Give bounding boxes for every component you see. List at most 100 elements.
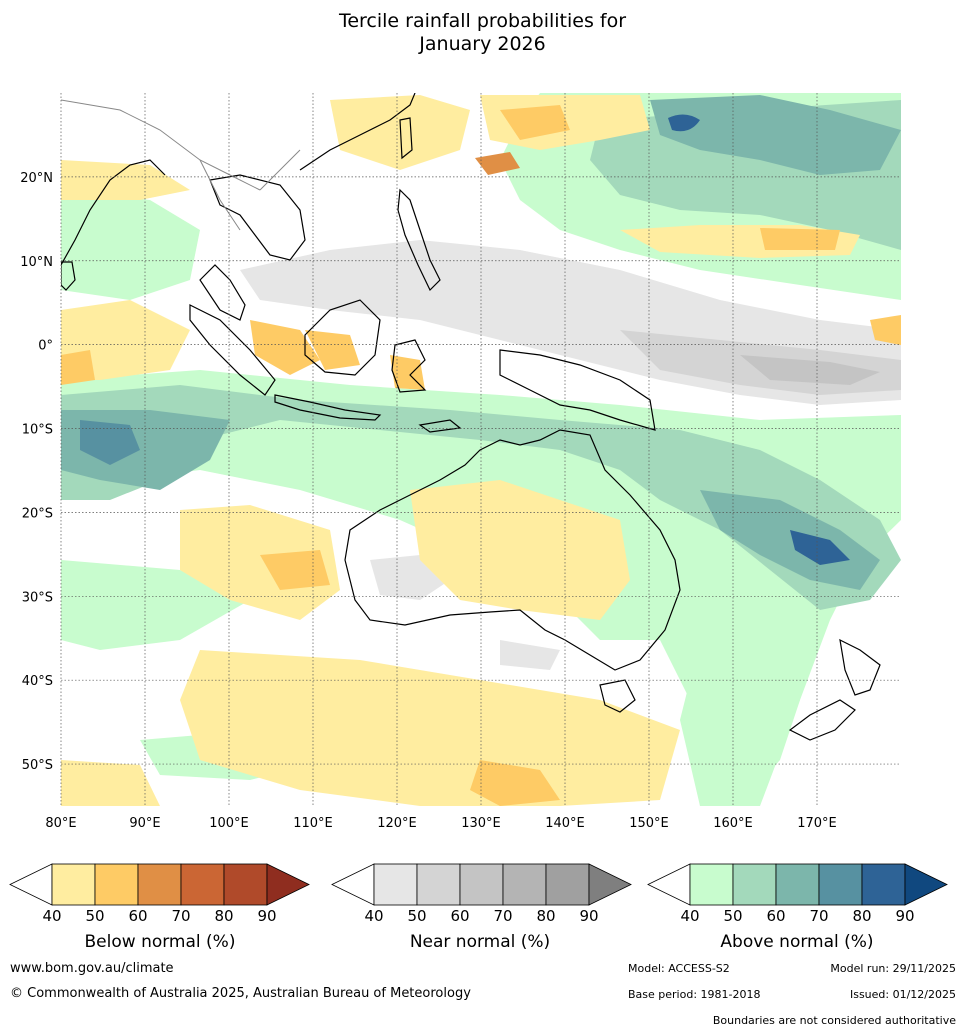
malay-peninsula [199, 264, 246, 321]
below-spot-north-east [500, 105, 570, 140]
new-zealand-north [839, 638, 881, 696]
above-band-bay-of-bengal [61, 190, 200, 300]
india-coast [61, 159, 166, 266]
colorbar-swatch [223, 863, 268, 906]
lon-tick-label: 160°E [713, 816, 753, 831]
colorbar-swatch [137, 863, 182, 906]
colorbar-swatch [51, 863, 96, 906]
tasmania-coast [599, 679, 636, 713]
lat-tick-label: 20°N [20, 171, 53, 186]
model-run: Model run: 29/11/2025 [830, 962, 956, 975]
issued-date: Issued: 01/12/2025 [849, 988, 956, 1001]
copyright-text: © Commonwealth of Australia 2025, Austra… [10, 986, 471, 1001]
colorbar-above: 40 50 60 70 80 90 [647, 863, 948, 925]
base-period: Base period: 1981-2018 [628, 988, 761, 1001]
colorbar-below: 40 50 60 70 80 90 [9, 863, 310, 925]
borneo-coast [304, 299, 381, 376]
legend-title-near: Near normal (%) [409, 932, 551, 952]
below-band-west-aus-ocean [180, 505, 340, 620]
sri-lanka-coast [61, 261, 76, 291]
near-band-maritime-high [740, 355, 880, 385]
colorbar-extend-low [331, 863, 375, 906]
above-band-north-pacific-high [650, 95, 901, 175]
colorbar-tick-label: 80 [214, 907, 233, 925]
above-band-tasman [680, 640, 800, 806]
lat-tick-label: 20°S [22, 506, 53, 521]
lon-tick-label: 120°E [377, 816, 417, 831]
colorbar-swatch [459, 863, 504, 906]
philippines-coast [397, 188, 441, 292]
model-name: Model: ACCESS-S2 [628, 962, 730, 975]
lat-tick-label: 10°S [22, 423, 53, 438]
colorbar-swatch [180, 863, 225, 906]
above-band-indian-ocean-mid [61, 385, 901, 610]
near-spot-south [500, 640, 560, 670]
colorbar-tick-label: 70 [493, 907, 512, 925]
colorbar-extend-high [588, 863, 632, 906]
map-title: Tercile rainfall probabilities for Janua… [0, 10, 965, 56]
below-band-australia [410, 480, 630, 620]
below-spot-west-aus-ocean [260, 550, 330, 590]
colorbar-extend-high [266, 863, 310, 906]
title-line-2: January 2026 [419, 33, 546, 55]
below-band-equator-west [61, 300, 190, 380]
lon-tick-label: 80°E [45, 816, 76, 831]
australia-coast [344, 429, 681, 671]
china-coast [299, 93, 416, 171]
lat-tick-label: 0° [38, 339, 53, 354]
colorbar-tick-label: 50 [85, 907, 104, 925]
colorbar-tick-label: 40 [42, 907, 61, 925]
colorbar-tick-label: 80 [852, 907, 871, 925]
border-asia-2 [199, 159, 241, 231]
colorbar-tick-label: 60 [128, 907, 147, 925]
below-spot-equator-west [61, 350, 95, 385]
website-link[interactable]: www.bom.gov.au/climate [10, 961, 174, 976]
below-spot-southern-ocean [470, 760, 560, 806]
colorbar-swatch [94, 863, 139, 906]
graticule [60, 93, 901, 806]
colorbar-extend-low [647, 863, 691, 906]
rainfall-map: 80°E 90°E 100°E 110°E 120°E 130°E 140°E 150°E 16… [20, 93, 901, 831]
colorbar-tick-label: 50 [407, 907, 426, 925]
lat-tick-label: 40°S [22, 674, 53, 689]
lon-tick-label: 110°E [293, 816, 333, 831]
colorbars: 40 50 60 70 80 90 40 50 60 70 80 90 40 50 60 70 80 90 [9, 863, 948, 925]
indochina-coast [209, 174, 306, 261]
probability-fields [61, 93, 901, 806]
sumatra-coast [189, 304, 276, 396]
lon-tick-label: 90°E [129, 816, 160, 831]
below-band-southern-ocean [180, 650, 680, 806]
colorbar-tick-label: 60 [766, 907, 785, 925]
above-spot-south-pacific [790, 530, 850, 565]
border-asia-1 [61, 99, 261, 191]
above-spot-north-pacific [668, 114, 700, 132]
colorbar-tick-label: 40 [364, 907, 383, 925]
lat-tick-labels: 20°N 10°N 0° 10°S 20°S 30°S 40°S 50°S [20, 171, 53, 773]
colorbar-tick-label: 70 [171, 907, 190, 925]
title-line-1: Tercile rainfall probabilities for [338, 10, 627, 32]
colorbar-swatch [545, 863, 590, 906]
colorbar-tick-label: 80 [536, 907, 555, 925]
colorbar-tick-label: 60 [450, 907, 469, 925]
above-band-south-pacific-high [700, 490, 880, 590]
colorbar-swatch [732, 863, 777, 906]
colorbar-extend-high [904, 863, 948, 906]
colorbar-swatch [416, 863, 461, 906]
colorbar-swatch [373, 863, 418, 906]
timor-coast [418, 419, 462, 433]
java-coast [274, 394, 382, 421]
lon-tick-label: 130°E [461, 816, 501, 831]
lon-tick-labels: 80°E 90°E 100°E 110°E 120°E 130°E 140°E 150°E 16… [45, 816, 836, 831]
legend-title-below: Below normal (%) [84, 932, 236, 952]
colorbar-near: 40 50 60 70 80 90 [331, 863, 632, 925]
colorbar-swatch [861, 863, 906, 906]
colorbar-extend-low [9, 863, 53, 906]
lat-tick-label: 10°N [20, 255, 53, 270]
colorbar-swatch [502, 863, 547, 906]
lat-tick-label: 50°S [22, 758, 53, 773]
lon-tick-label: 100°E [209, 816, 249, 831]
below-band-sumatra [250, 320, 320, 375]
colorbar-swatch [689, 863, 734, 906]
colorbar-swatch [818, 863, 863, 906]
new-zealand-south [788, 699, 856, 741]
